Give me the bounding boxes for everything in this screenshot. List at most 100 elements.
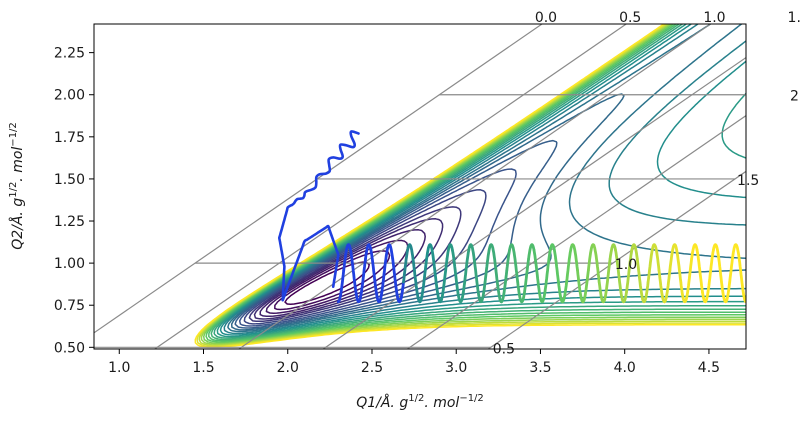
contour-level [227, 24, 746, 333]
plot-area [94, 24, 746, 349]
grid-label-r1: 0.0 [535, 10, 557, 26]
trajectory-vibration-segment [652, 243, 661, 272]
trajectory-vibration-segment [429, 243, 438, 284]
trajectory-vibration-segment [358, 257, 367, 301]
trajectory-vibration-segment [467, 243, 476, 261]
y-tick-label: 1.00 [54, 256, 85, 272]
trajectory-approach [278, 130, 360, 302]
trajectory-vibration-segment [494, 268, 503, 304]
contour-level [213, 24, 746, 339]
trajectory-vibration-segment [706, 248, 715, 294]
skewed-grid-labels: 0.00.51.01.52.02.480.51.01.52.0 [493, 10, 800, 357]
contour-level [219, 24, 746, 336]
trajectory-vibration-segment [413, 268, 422, 304]
x-tick-label: 3.5 [529, 360, 551, 376]
contour-level [194, 24, 746, 349]
trajectory-vibration-segment [739, 268, 746, 304]
trajectory-vibration-segment [673, 243, 683, 284]
trajectory-vibration-segment [630, 243, 639, 261]
trajectory-vibration-segment [625, 248, 634, 294]
trajectory-vibration-segment [548, 243, 558, 261]
grid-label-r2: 2.0 [790, 89, 800, 105]
trajectory-vibration-segment [565, 243, 574, 284]
grid-line-r1 [154, 24, 627, 349]
trajectory-vibration-segment [483, 243, 492, 284]
trajectory-vibration-segment [722, 280, 732, 304]
trajectory-vibration-segment [635, 257, 645, 301]
trajectory-vibration-segment [369, 248, 378, 294]
trajectory-vibration-segment [608, 243, 617, 261]
trajectory-vibration-segment [347, 243, 356, 284]
trajectory-vibration-segment [521, 257, 530, 301]
trajectory-vibration-segment [407, 243, 416, 272]
trajectory-vibration-segment [489, 243, 498, 272]
grid-line-r1 [407, 114, 746, 349]
trajectory-vibration-segment [690, 243, 699, 261]
trajectory-vibration-segment [592, 243, 601, 284]
grid-line-r1 [238, 24, 711, 349]
x-tick-label: 2.0 [277, 360, 299, 376]
trajectory-vibration-segment [717, 257, 726, 301]
grid-label-r1: 1.0 [703, 10, 725, 26]
x-tick-label: 4.5 [698, 360, 720, 376]
trajectory-vibration-segment [434, 280, 443, 304]
trajectory-vibration-segment [554, 257, 563, 301]
x-tick-label: 4.0 [614, 360, 636, 376]
trajectory-vibration-segment [364, 243, 373, 261]
x-tick-label: 2.5 [361, 360, 383, 376]
contour-level [274, 250, 391, 311]
trajectory-vibration-segment [559, 280, 568, 304]
y-axis: 0.50 0.75 1.00 1.25 1.50 1.75 2.00 2.25 [54, 46, 94, 356]
trajectory-vibration-segment [679, 280, 688, 304]
trajectory-vibration-segment [391, 257, 400, 301]
trajectory-vibration-segment [353, 280, 362, 304]
trajectory-vibration-segment [445, 243, 454, 261]
x-axis-label: Q1/Å. g1/2. mol−1/2 [356, 393, 484, 411]
trajectory-vibration-segment [456, 291, 465, 304]
y-tick-label: 1.25 [54, 214, 85, 230]
trajectory-vibration-segment [619, 291, 628, 304]
trajectory-vibration-segment [538, 291, 547, 304]
trajectory-vibration-segment [516, 280, 525, 304]
skewed-grid [94, 24, 746, 349]
trajectory-vibration-segment [402, 243, 411, 284]
grid-line-r1 [94, 24, 543, 334]
trajectory-vibration-segment [472, 257, 481, 301]
trajectory-vibration-segment [500, 268, 509, 304]
trajectory-vibration-segment [712, 243, 721, 261]
y-tick-label: 1.50 [54, 172, 85, 188]
trajectory-vibration-segment [374, 291, 384, 304]
x-axis: 1.0 1.5 2.0 2.5 3.0 3.5 4.0 4.5 [108, 349, 720, 376]
trajectory-vibration-segment [418, 268, 427, 304]
trajectory-vibration-segment [646, 243, 655, 284]
trajectory-vibration-segment [581, 268, 590, 304]
trajectory-vibration-segment [657, 268, 666, 304]
trajectory-vibration-segment [451, 248, 460, 294]
y-tick-label: 2.00 [54, 88, 85, 104]
trajectory-vibration-segment [663, 268, 672, 304]
y-tick-label: 0.50 [54, 340, 85, 356]
trajectory-vibration-segment [543, 248, 552, 294]
plot-background [94, 24, 746, 349]
trajectory-vibration-segment [478, 280, 487, 304]
trajectory-vibration-segment [380, 248, 389, 294]
contour-level [216, 24, 746, 338]
trajectory-vibration-segment [603, 257, 612, 301]
trajectory-vibration-segment [733, 243, 742, 272]
grid-line-r1 [487, 170, 746, 349]
trajectory-vibration-segment [336, 268, 346, 304]
contour-level [238, 168, 517, 327]
y-tick-label: 2.25 [54, 46, 85, 62]
contour-level [230, 93, 625, 331]
grid-label-r2: 1.0 [615, 257, 637, 273]
trajectory-vibration-segment [532, 248, 541, 294]
trajectory-vibration-segment [728, 243, 737, 284]
grid-label-r2: 1.5 [737, 173, 759, 189]
trajectory-vibration-segment [684, 257, 693, 301]
trajectory-vibration-segment [570, 243, 579, 272]
grid-label-r1: 0.5 [619, 10, 641, 26]
x-tick-label: 3.0 [445, 360, 467, 376]
x-tick-label: 1.5 [192, 360, 214, 376]
trajectory-vibration-segment [461, 248, 471, 294]
plot-frame [93, 23, 747, 350]
